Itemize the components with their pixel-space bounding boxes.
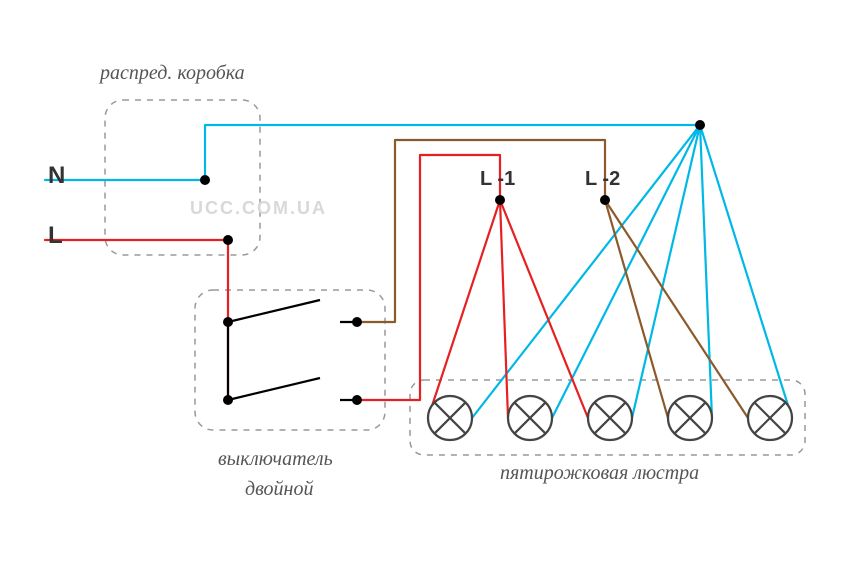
chandelier-label: пятирожковая люстра xyxy=(500,462,699,485)
connection-node xyxy=(495,195,505,205)
connection-node xyxy=(223,235,233,245)
connection-node xyxy=(600,195,610,205)
connection-node xyxy=(695,120,705,130)
switch-label-line2: двойной xyxy=(245,478,313,501)
wiring-diagram xyxy=(0,0,851,588)
wire-n-to-lamp-4 xyxy=(700,125,792,418)
connection-node xyxy=(352,317,362,327)
l1-label: L -1 xyxy=(480,168,515,191)
watermark: UCC.COM.UA xyxy=(190,198,327,219)
switch-lever-bottom xyxy=(228,378,320,400)
wire-l1-to-lamp-1 xyxy=(500,200,508,418)
connection-node xyxy=(223,395,233,405)
connection-node xyxy=(352,395,362,405)
wire-l2-to-lamp-4 xyxy=(605,200,748,418)
l2-label: L -2 xyxy=(585,168,620,191)
connection-node xyxy=(223,317,233,327)
neutral-label: N xyxy=(48,162,65,190)
wire-l1-to-lamp-0 xyxy=(428,200,500,418)
wire-l1-to-lamp-2 xyxy=(500,200,588,418)
junction-box-label: распред. коробка xyxy=(100,62,245,85)
wire-n-bus xyxy=(205,125,700,180)
switch-label-line1: выключатель xyxy=(218,448,333,471)
switch-lever-top xyxy=(228,300,320,322)
dashed-box xyxy=(195,290,385,430)
dashed-box xyxy=(105,100,260,255)
wire-l2-to-lamp-3 xyxy=(605,200,668,418)
live-label: L xyxy=(48,222,63,250)
wire-sw-to-l1 xyxy=(357,155,500,400)
connection-node xyxy=(200,175,210,185)
wire-n-to-lamp-3 xyxy=(700,125,712,418)
